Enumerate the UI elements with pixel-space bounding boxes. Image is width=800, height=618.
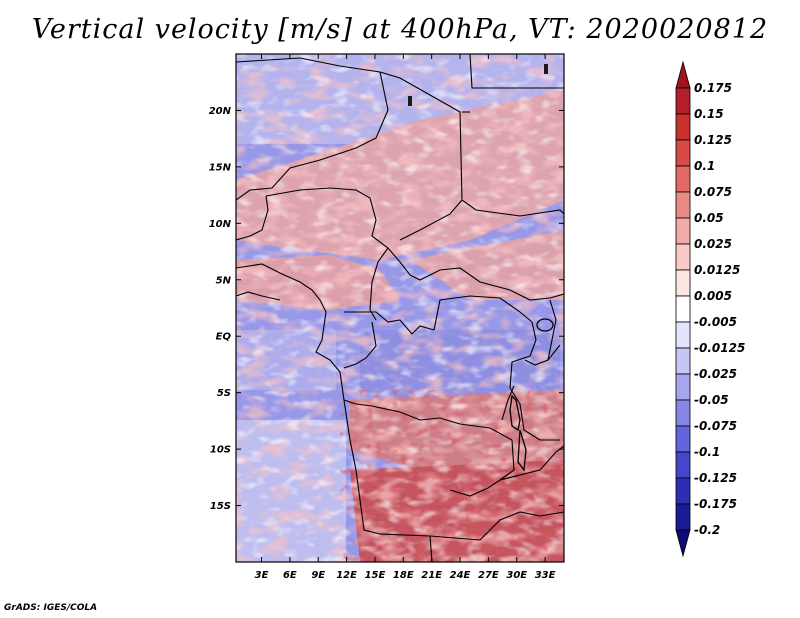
colorbar-swatch	[675, 295, 691, 323]
x-axis: 3E 6E 9E 12E 15E 18E 21E 24E 27E 30E 33E	[255, 54, 556, 581]
map-area	[236, 54, 564, 562]
map-frame	[235, 53, 565, 563]
colorbar-label: 0.0125	[694, 263, 740, 277]
colorbar-label: 0.025	[694, 237, 732, 251]
y-tick-label: 5N	[216, 275, 232, 286]
colorbar-swatch	[675, 321, 691, 349]
y-tick-label: 10N	[209, 219, 232, 230]
colorbar-label: 0.15	[694, 107, 724, 121]
colorbar-swatch	[675, 477, 691, 505]
colorbar-swatch	[675, 269, 691, 297]
x-tick-label: 9E	[311, 570, 325, 581]
chart-title: Vertical velocity [m/s] at 400hPa, VT: 2…	[31, 14, 769, 45]
colorbar-label: -0.125	[694, 471, 737, 485]
y-tick-label: 15N	[209, 162, 232, 173]
y-tick-label: 5S	[217, 388, 231, 399]
colorbar-swatch	[675, 87, 691, 115]
colorbar-label: -0.2	[694, 523, 720, 537]
colorbar-label: 0.005	[694, 289, 732, 303]
colorbar-swatch	[675, 399, 691, 427]
colorbar-label: 0.1	[694, 159, 715, 173]
colorbar-label: 0.05	[694, 211, 724, 225]
country-borders	[236, 54, 564, 562]
colorbar-swatch	[675, 191, 691, 219]
y-tick-label: 15S	[210, 501, 231, 512]
colorbar-cap-top	[675, 60, 691, 89]
x-tick-label: 18E	[393, 570, 414, 581]
x-tick-label: 27E	[478, 570, 499, 581]
colorbar-swatch	[675, 139, 691, 167]
x-tick-label: 24E	[450, 570, 471, 581]
colorbar-swatch	[675, 425, 691, 453]
colorbar-swatch	[675, 165, 691, 193]
x-tick-label: 33E	[535, 570, 556, 581]
colorbar-label: 0.125	[694, 133, 732, 147]
noise-dark-red	[340, 390, 564, 562]
colorbar-label: -0.1	[694, 445, 720, 459]
lakes	[408, 64, 554, 472]
y-tick-label: 20N	[209, 106, 232, 117]
colorbar-swatch	[675, 503, 691, 531]
x-tick-label: 12E	[336, 570, 357, 581]
colorbar-label: -0.175	[694, 497, 737, 511]
colorbar-label: -0.05	[694, 393, 729, 407]
credit-text: GrADS: IGES/COLA	[4, 603, 98, 613]
colorbar-label: -0.075	[694, 419, 737, 433]
colorbar-label: 0.075	[694, 185, 732, 199]
x-tick-label: 3E	[255, 570, 269, 581]
colorbar-swatch	[675, 217, 691, 245]
colorbar-label: 0.175	[694, 81, 732, 95]
x-tick-label: 30E	[506, 570, 527, 581]
colorbar-swatch	[675, 243, 691, 271]
colorbar: 0.175 0.15 0.125 0.1 0.075 0.05 0.025 0.0125 0.0…	[675, 60, 745, 558]
colorbar-cap-bottom	[675, 529, 691, 558]
x-tick-label: 21E	[421, 570, 442, 581]
colorbar-label: -0.005	[694, 315, 737, 329]
y-axis: 20N 15N 10N 5N EQ 5S 10S 15S	[209, 106, 564, 512]
colorbar-swatch	[675, 451, 691, 479]
y-tick-label: EQ	[216, 332, 232, 343]
colorbar-swatch	[675, 373, 691, 401]
x-tick-label: 6E	[283, 570, 297, 581]
colorbar-swatch	[675, 347, 691, 375]
y-tick-label: 10S	[210, 445, 231, 456]
x-tick-label: 15E	[365, 570, 386, 581]
colorbar-swatch	[675, 113, 691, 141]
colorbar-label: -0.025	[694, 367, 737, 381]
colorbar-label: -0.0125	[694, 341, 745, 355]
